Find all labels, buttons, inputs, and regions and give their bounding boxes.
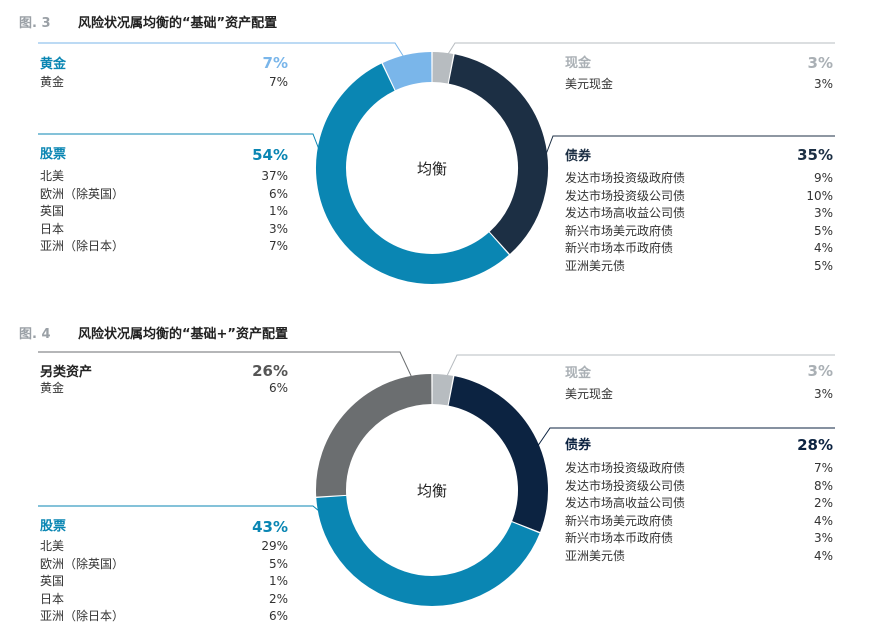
- group-items-cash: 美元现金 3%: [565, 386, 833, 404]
- list-item: 美元现金 3%: [565, 387, 833, 401]
- group-pct-equity: 54%: [252, 146, 288, 164]
- leader-line-cash: [444, 354, 835, 381]
- donut-slice: [448, 376, 548, 533]
- donut-slice: [448, 54, 548, 254]
- group-name-cash: 现金: [565, 56, 592, 71]
- list-item: 美元现金 3%: [565, 77, 833, 91]
- group-items-bonds: 发达市场投资级政府债 7% 发达市场投资级公司债 8% 发达市场高收益公司债 2% 新…: [565, 460, 833, 565]
- group-name-alts: 另类资产: [40, 365, 93, 380]
- group-items-cash: 美元现金 3%: [565, 76, 833, 94]
- group-pct-alts: 26%: [252, 362, 288, 380]
- list-item: 亚洲（除日本） 6%: [40, 609, 288, 623]
- list-item: 新兴市场本币政府债 4%: [565, 241, 833, 255]
- group-name-cash: 现金: [565, 366, 592, 381]
- list-item: 黄金 6%: [40, 381, 288, 395]
- group-pct-cash: 3%: [807, 362, 833, 380]
- list-item: 英国 1%: [40, 204, 288, 218]
- donut-slice: [316, 374, 432, 497]
- group-items-bonds: 发达市场投资级政府债 9% 发达市场投资级公司债 10% 发达市场高收益公司债 3% …: [565, 170, 833, 275]
- list-item: 欧洲（除英国） 5%: [40, 556, 288, 571]
- list-item: 北美 37%: [40, 169, 288, 183]
- group-name-bonds: 债券: [565, 149, 592, 164]
- group-name-equity: 股票: [40, 519, 67, 534]
- list-item: 发达市场高收益公司债 3%: [565, 206, 833, 220]
- group-items-equity: 北美 37% 欧洲（除英国） 6% 英国 1% 日本 3% 亚洲（除日本） 7%: [40, 168, 288, 256]
- list-item: 欧洲（除英国） 6%: [40, 186, 288, 201]
- list-item: 亚洲美元债 4%: [565, 548, 833, 563]
- donut-center-label: 均衡: [417, 482, 447, 500]
- donut-slice: [432, 52, 454, 84]
- donut-slice: [382, 52, 432, 91]
- list-item: 亚洲美元债 5%: [565, 258, 833, 273]
- group-pct-gold: 7%: [262, 54, 288, 72]
- group-name-equity: 股票: [40, 147, 67, 162]
- group-pct-bonds: 28%: [797, 436, 833, 454]
- donut-chart: 均衡: [38, 351, 835, 606]
- figure-label: 图. 3: [19, 16, 51, 31]
- figure-title: 风险状况属均衡的“基础”资产配置: [78, 16, 278, 31]
- list-item: 发达市场投资级政府债 9%: [565, 171, 833, 185]
- list-item: 新兴市场美元政府债 5%: [565, 223, 833, 238]
- donut-slice: [316, 63, 509, 284]
- list-item: 发达市场投资级公司债 10%: [565, 188, 833, 203]
- list-item: 新兴市场美元政府债 4%: [565, 513, 833, 528]
- group-items-alts: 黄金 6%: [40, 380, 288, 398]
- list-item: 发达市场投资级公司债 8%: [565, 478, 833, 493]
- group-name-gold: 黄金: [40, 57, 67, 72]
- list-item: 北美 29%: [40, 539, 288, 553]
- leader-line-alts: [38, 351, 414, 381]
- leader-line-bonds: [534, 427, 835, 451]
- list-item: 日本 2%: [40, 591, 288, 606]
- list-item: 日本 3%: [40, 221, 288, 236]
- group-items-gold: 黄金 7%: [40, 74, 288, 92]
- list-item: 发达市场高收益公司债 2%: [565, 496, 833, 510]
- group-pct-cash: 3%: [807, 54, 833, 72]
- group-pct-bonds: 35%: [797, 146, 833, 164]
- group-pct-equity: 43%: [252, 518, 288, 536]
- donut-slice: [316, 495, 540, 606]
- leader-line-equity: [38, 505, 326, 517]
- list-item: 新兴市场本币政府债 3%: [565, 531, 833, 545]
- list-item: 发达市场投资级政府债 7%: [565, 461, 833, 475]
- list-item: 英国 1%: [40, 574, 288, 588]
- donut-chart: 均衡: [38, 42, 835, 284]
- list-item: 亚洲（除日本） 7%: [40, 239, 288, 253]
- list-item: 黄金 7%: [40, 75, 288, 89]
- figure-title: 风险状况属均衡的“基础+”资产配置: [78, 327, 288, 342]
- donut-slice: [432, 374, 454, 406]
- figure-label: 图. 4: [19, 327, 51, 342]
- group-name-bonds: 债券: [565, 438, 592, 453]
- donut-center-label: 均衡: [417, 160, 447, 178]
- group-items-equity: 北美 29% 欧洲（除英国） 5% 英国 1% 日本 2% 亚洲（除日本） 6%: [40, 538, 288, 626]
